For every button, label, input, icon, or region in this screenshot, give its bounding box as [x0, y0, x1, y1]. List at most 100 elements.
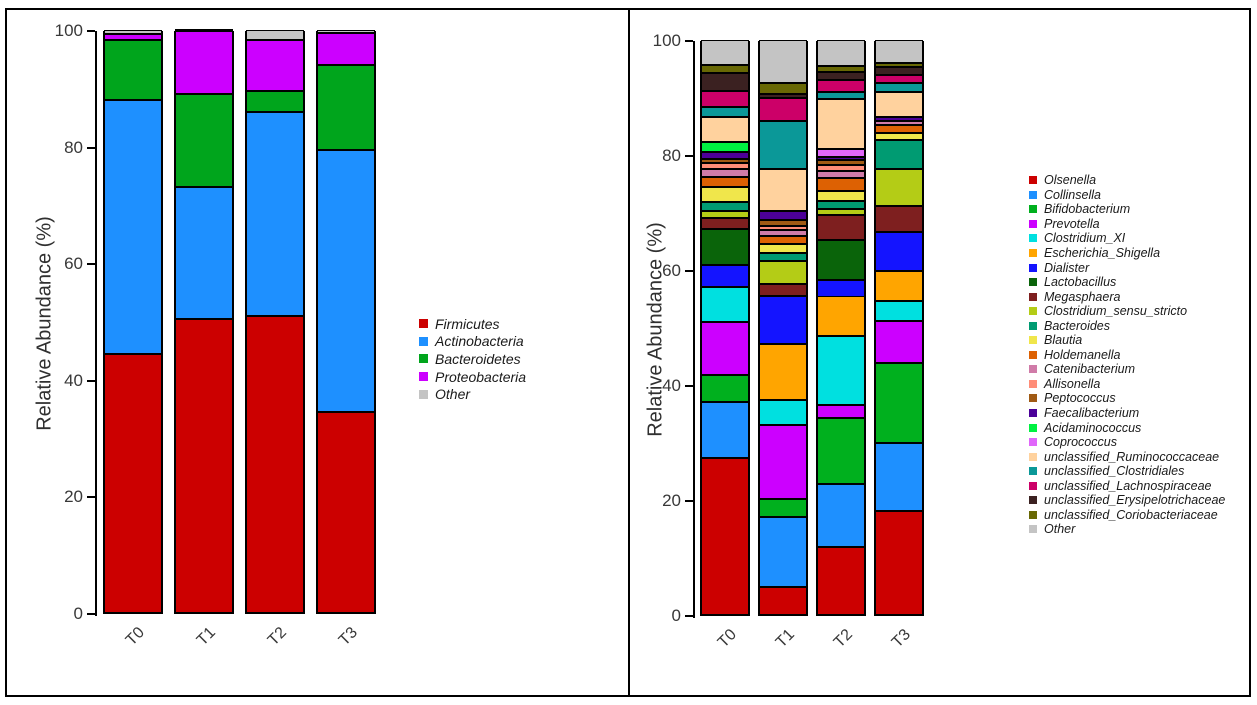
genus-segment-Collinsella: [875, 443, 923, 511]
genus-legend-item: Allisonella: [1029, 377, 1225, 392]
genus-segment-Prevotella: [701, 321, 749, 375]
genus-segment-Holdemanella: [759, 236, 807, 244]
phylum-legend-label: Actinobacteria: [435, 333, 524, 350]
genus-segment-Catenibacterium: [759, 230, 807, 237]
genus-legend-swatch: [1029, 481, 1037, 490]
phylum-segment-Actinobacteria: [317, 149, 375, 412]
genus-segment-Prevotella: [875, 321, 923, 363]
genus-segment-Dialister: [875, 232, 923, 272]
genus-legend-label: Catenibacterium: [1044, 362, 1136, 377]
genus-segment-unclassified_Lachnospiraceae: [759, 97, 807, 122]
genus-legend-swatch: [1029, 249, 1037, 257]
genus-segment-Clostridium_XI: [701, 287, 749, 322]
genus-y-tick-label: 20: [662, 491, 681, 510]
genus-legend-item: Catenibacterium: [1029, 362, 1225, 377]
genus-legend-label: Bifidobacterium: [1044, 202, 1131, 217]
genus-segment-Holdemanella: [875, 124, 923, 134]
genus-segment-Peptococcus: [817, 159, 865, 166]
genus-chart-panel: Relative Abundance (%) Olsenella Collinse…: [630, 10, 1249, 695]
phylum-legend-swatch: [419, 389, 428, 399]
genus-segment-Faecalibacterium: [759, 211, 807, 220]
genus-legend-swatch: [1029, 379, 1037, 388]
phylum-x-label-T1: T1: [193, 624, 220, 650]
phylum-y-tick: [87, 263, 95, 266]
genus-segment-Bacteroides: [817, 201, 865, 209]
phylum-legend-item: Firmicutes: [419, 315, 526, 333]
genus-legend-swatch: [1029, 234, 1037, 243]
genus-legend-item: Collinsella: [1029, 188, 1225, 203]
genus-legend-item: Acidaminococcus: [1029, 420, 1225, 435]
genus-segment-unclassified_Lachnospiraceae: [817, 80, 865, 93]
genus-legend-item: Olsenella: [1029, 173, 1225, 188]
figure-frame: Relative Abundance (%) Firmicutes Actinob…: [5, 8, 1251, 697]
genus-legend-swatch: [1029, 307, 1037, 316]
genus-legend-item: Other: [1029, 522, 1225, 537]
genus-segment-unclassified_Coriobacteriaceae: [701, 65, 749, 74]
genus-legend-swatch: [1029, 365, 1037, 374]
genus-segment-Other: [875, 40, 923, 63]
genus-legend-item: Blautia: [1029, 333, 1225, 348]
genus-legend-swatch: [1029, 438, 1037, 447]
genus-segment-Bifidobacterium: [759, 498, 807, 518]
genus-legend-label: Lactobacillus: [1044, 275, 1117, 290]
genus-segment-Holdemanella: [701, 176, 749, 188]
phylum-segment-Firmicutes: [246, 315, 304, 613]
phylum-segment-Proteobacteria: [104, 34, 162, 40]
genus-legend-label: Clostridium_XI: [1044, 231, 1126, 246]
genus-segment-unclassified_Clostridiales: [701, 107, 749, 117]
phylum-segment-Firmicutes: [175, 318, 233, 613]
genus-segment-Allisonella: [759, 225, 807, 231]
genus-legend-item: Dialister: [1029, 260, 1225, 275]
genus-legend-label: Acidaminococcus: [1044, 420, 1142, 435]
phylum-legend-label: Proteobacteria: [435, 368, 527, 385]
genus-legend-swatch: [1029, 525, 1037, 534]
genus-segment-Olsenella: [759, 587, 807, 615]
phylum-legend-swatch: [419, 354, 428, 364]
genus-segment-Bacteroides: [875, 140, 923, 169]
genus-y-tick-label: 80: [662, 146, 681, 165]
genus-segment-Megasphaera: [759, 284, 807, 296]
genus-segment-unclassified_Erysipelotrichaceae: [759, 94, 807, 98]
phylum-y-tick: [87, 30, 95, 32]
genus-legend-swatch: [1029, 219, 1037, 228]
genus-segment-Holdemanella: [817, 178, 865, 192]
genus-segment-Megasphaera: [817, 215, 865, 240]
genus-segment-Blautia: [817, 191, 865, 201]
genus-segment-Megasphaera: [701, 218, 749, 230]
phylum-segment-Other: [104, 30, 162, 35]
genus-segment-unclassified_Coriobacteriaceae: [875, 63, 923, 67]
phylum-legend-label: Other: [435, 386, 471, 403]
phylum-segment-Proteobacteria: [317, 32, 375, 65]
phylum-legend-item: Proteobacteria: [419, 368, 526, 386]
genus-legend-item: unclassified_Lachnospiraceae: [1029, 478, 1225, 493]
genus-segment-Clostridium_XI: [817, 336, 865, 406]
genus-segment-Peptococcus: [759, 219, 807, 226]
genus-legend-swatch: [1029, 423, 1037, 432]
phylum-legend: Firmicutes Actinobacteria Bacteroidetes Pro…: [419, 315, 526, 403]
genus-segment-Lactobacillus: [817, 239, 865, 280]
genus-segment-unclassified_Clostridiales: [875, 83, 923, 93]
genus-segment-Dialister: [701, 264, 749, 288]
genus-y-tick: [685, 40, 693, 42]
genus-legend-swatch: [1029, 394, 1037, 403]
phylum-segment-Proteobacteria: [246, 39, 304, 92]
genus-y-tick: [685, 615, 693, 617]
genus-legend-label: Peptococcus: [1044, 391, 1116, 406]
genus-segment-Dialister: [759, 295, 807, 344]
genus-bar-T2: [816, 40, 866, 616]
phylum-legend-item: Actinobacteria: [419, 333, 526, 351]
genus-segment-Clostridium_sensu_stricto: [817, 208, 865, 216]
genus-segment-Other: [759, 40, 807, 84]
phylum-legend-label: Bacteroidetes: [435, 350, 521, 367]
genus-legend-label: Holdemanella: [1044, 347, 1121, 362]
phylum-x-label-T2: T2: [264, 624, 291, 650]
genus-y-tick: [685, 385, 693, 387]
phylum-bar-T0: [103, 30, 163, 614]
genus-segment-Clostridium_sensu_stricto: [701, 210, 749, 219]
genus-segment-Clostridium_XI: [759, 399, 807, 426]
phylum-y-axis-label: Relative Abundance (%): [33, 216, 56, 431]
phylum-segment-Other: [317, 30, 375, 33]
genus-segment-Prevotella: [759, 425, 807, 499]
genus-legend-label: unclassified_Ruminococcaceae: [1044, 449, 1220, 464]
